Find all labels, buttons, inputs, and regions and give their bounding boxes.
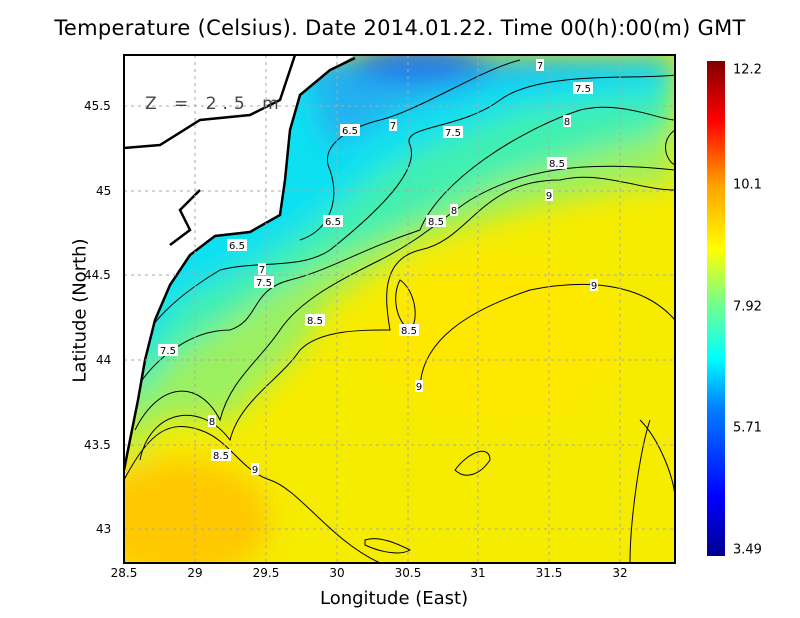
x-tick: 30.5 bbox=[394, 566, 422, 580]
contour-label-bg bbox=[251, 463, 259, 475]
contour-label: 7.5 bbox=[160, 346, 176, 357]
contour-label-bg bbox=[323, 215, 343, 227]
contour-label: 9 bbox=[591, 281, 597, 292]
y-tick: 45.5 bbox=[84, 99, 111, 113]
plot-frame bbox=[123, 54, 676, 564]
contour-label-bg bbox=[573, 82, 593, 94]
contour-label: 8.5 bbox=[428, 217, 444, 228]
x-tick: 31.5 bbox=[535, 566, 563, 580]
land bbox=[124, 55, 355, 470]
depth-label: Z = 2.5 m bbox=[145, 94, 285, 114]
figure-title: Temperature (Celsius). Date 2014.01.22. … bbox=[54, 16, 746, 40]
colorbar-tick: 7.92 bbox=[733, 299, 762, 315]
x-tick: 29 bbox=[187, 566, 203, 580]
contour-label: 7 bbox=[390, 121, 396, 132]
contour-label: 8 bbox=[564, 117, 570, 128]
contour-label: 7.5 bbox=[256, 278, 272, 289]
contour-label: 6.5 bbox=[229, 241, 245, 252]
contour-label-bg bbox=[389, 119, 397, 131]
contour-label: 7.5 bbox=[575, 84, 591, 95]
y-tick: 43 bbox=[96, 522, 112, 536]
contour-label-bg bbox=[450, 204, 458, 216]
y-axis-label: Latitude (North) bbox=[69, 238, 91, 383]
contour-label-bg bbox=[563, 115, 571, 127]
x-tick: 32 bbox=[612, 566, 628, 580]
contour-label: 6.5 bbox=[342, 126, 358, 137]
contour-label: 7.5 bbox=[445, 128, 461, 139]
x-tick: 29.5 bbox=[252, 566, 280, 580]
contour-label: 9 bbox=[416, 382, 422, 393]
coastline bbox=[124, 55, 356, 471]
contour-label-bg bbox=[258, 263, 266, 275]
x-tick: 30 bbox=[329, 566, 345, 580]
colorbar-tick: 3.49 bbox=[733, 542, 762, 558]
contour-label: 8.5 bbox=[213, 451, 229, 462]
grid-lines bbox=[124, 55, 675, 563]
temperature-field: 7 7.5 6.5 7 7.5 8 8.5 9 6.5 8 8.5 6.5 7 7.5 9 8.5 8.5 7.5… bbox=[124, 55, 675, 563]
contour-label-bg bbox=[211, 449, 231, 461]
contour-label-bg bbox=[545, 189, 553, 201]
contour-label-bg bbox=[208, 415, 216, 427]
contour-label-bg bbox=[536, 59, 544, 71]
x-axis-label: Longitude (East) bbox=[320, 588, 469, 609]
contour-label: 7 bbox=[259, 265, 265, 276]
contour-labels: 7 7.5 6.5 7 7.5 8 8.5 9 6.5 8 8.5 6.5 7 7.5 9 8.5 8.5 7.5… bbox=[158, 59, 598, 476]
colorbar-tick: 10.1 bbox=[733, 177, 762, 193]
contour-lines bbox=[124, 59, 675, 563]
y-tick: 43.5 bbox=[84, 438, 111, 452]
contour-label: 8.5 bbox=[401, 326, 417, 337]
contour-label: 8 bbox=[209, 417, 215, 428]
contour-label: 8.5 bbox=[307, 316, 323, 327]
contour-label: 7 bbox=[537, 61, 543, 72]
contour-label: 9 bbox=[546, 191, 552, 202]
x-tick: 31 bbox=[470, 566, 486, 580]
contour-label: 8.5 bbox=[549, 159, 565, 170]
contour-label-bg bbox=[426, 215, 446, 227]
contour-label-bg bbox=[399, 324, 419, 336]
contour-label-bg bbox=[547, 157, 567, 169]
contour-label-bg bbox=[443, 126, 463, 138]
x-tick: 28.5 bbox=[110, 566, 138, 580]
contour-label-bg bbox=[415, 380, 423, 392]
contour-label-bg bbox=[254, 276, 274, 288]
contour-label: 6.5 bbox=[325, 217, 341, 228]
contour-label-bg bbox=[305, 314, 325, 326]
y-tick: 44.5 bbox=[84, 268, 111, 282]
contour-label: 9 bbox=[252, 465, 258, 476]
colorbar bbox=[707, 61, 725, 556]
contour-label-bg bbox=[227, 239, 247, 251]
contour-label-bg bbox=[340, 124, 360, 136]
colorbar-tick: 12.2 bbox=[733, 62, 762, 78]
contour-label: 8 bbox=[451, 206, 457, 217]
contour-label-bg bbox=[590, 279, 598, 291]
y-tick: 45 bbox=[96, 184, 112, 198]
colorbar-tick: 5.71 bbox=[733, 420, 762, 436]
y-tick: 44 bbox=[96, 353, 112, 367]
contour-label-bg bbox=[158, 344, 178, 356]
